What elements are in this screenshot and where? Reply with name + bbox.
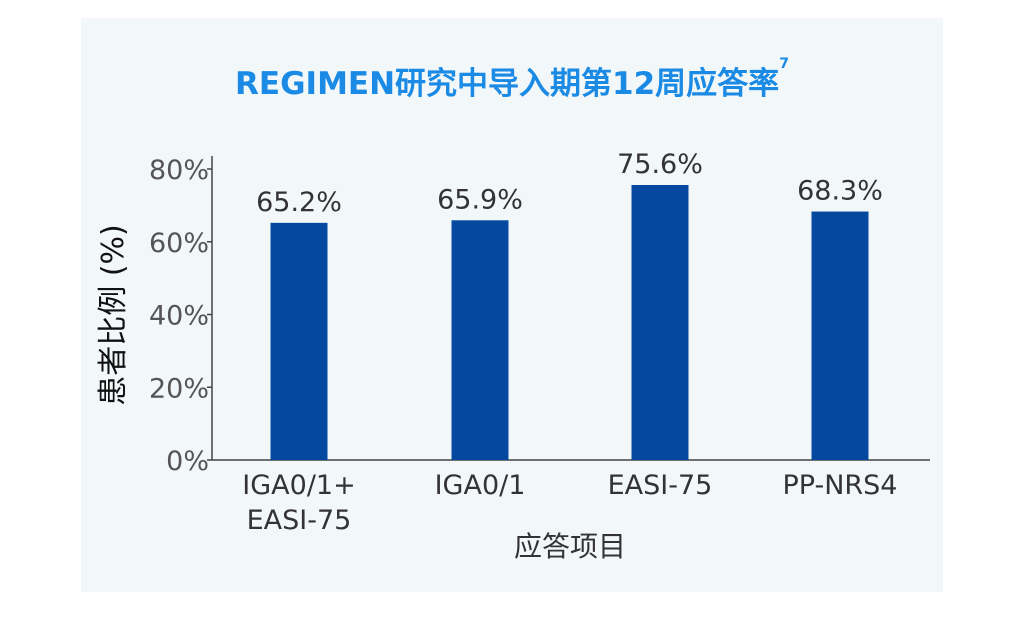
y-axis: 0% 20% 40% 60% 80% <box>149 155 213 477</box>
data-label: 65.9% <box>437 184 523 215</box>
y-axis-title: 患者比例 (%) <box>96 224 131 405</box>
x-tick-label: PP-NRS4 <box>783 470 898 501</box>
x-axis-title: 应答项目 <box>514 530 626 563</box>
y-tick-label: 0% <box>166 446 209 477</box>
data-label: 65.2% <box>256 187 342 218</box>
bar <box>451 220 509 460</box>
y-tick-label: 40% <box>149 301 209 332</box>
data-label: 68.3% <box>797 176 883 207</box>
bars: 65.2% 65.9% 75.6% 68.3% <box>256 149 883 460</box>
y-tick-label: 60% <box>149 228 209 259</box>
bar <box>631 185 689 460</box>
x-tick-label: EASI-75 <box>247 505 352 536</box>
chart-panel: REGIMEN研究中导入期第12周应答率7 0% 20% 40% 60% 80% IGA… <box>81 18 943 592</box>
chart-title-text: REGIMEN研究中导入期第12周应答率 <box>235 66 780 102</box>
y-tick-label: 80% <box>149 155 209 186</box>
x-tick-label: IGA0/1+ <box>242 470 355 501</box>
x-axis: IGA0/1+ EASI-75 IGA0/1 EASI-75 PP-NRS4 <box>212 459 930 536</box>
x-tick-label: IGA0/1 <box>435 470 526 501</box>
bar <box>270 222 328 460</box>
data-label: 75.6% <box>617 149 703 180</box>
chart-title: REGIMEN研究中导入期第12周应答率7 <box>81 56 943 103</box>
bar <box>811 211 869 460</box>
y-tick-label: 20% <box>149 373 209 404</box>
x-tick-label: EASI-75 <box>608 470 713 501</box>
bar-chart: 0% 20% 40% 60% 80% IGA0/1+ EASI-75 IGA0/1 EASI-… <box>96 149 930 563</box>
chart-title-reference: 7 <box>779 56 789 72</box>
